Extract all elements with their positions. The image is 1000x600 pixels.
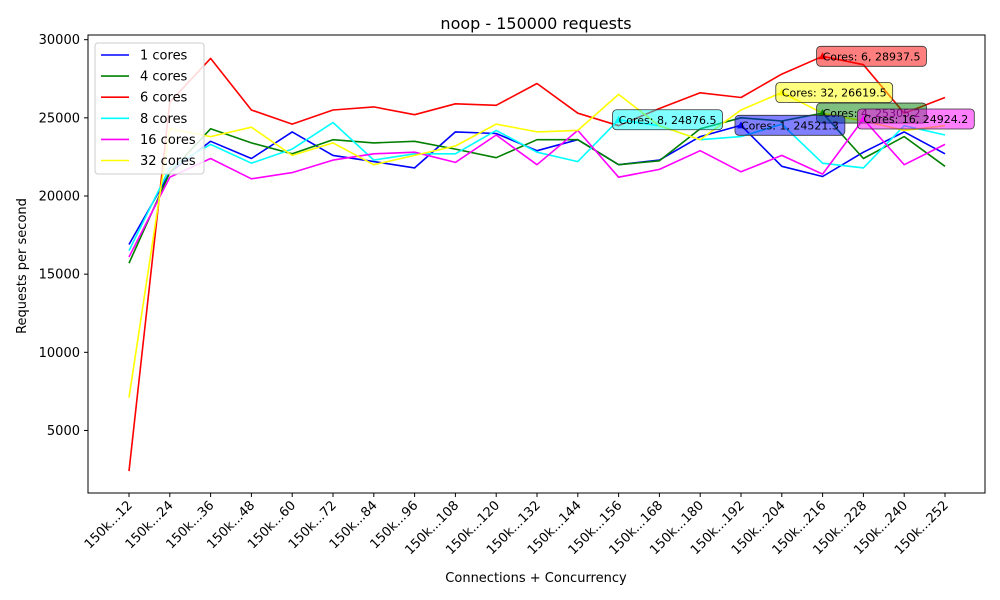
annotation-box	[612, 109, 723, 131]
annotation-box	[734, 114, 846, 136]
annotation: Cores: 6, 28937.5	[816, 45, 927, 67]
y-axis-ticks: 5000 10000 15000 20000 25000 30000	[39, 33, 88, 439]
series-line-32-cores	[128, 91, 946, 398]
annotation-box	[775, 82, 894, 103]
annotation-label: Cores: 32, 26619.5	[782, 87, 887, 100]
annotation-label: Cores: 1, 24521.3	[741, 119, 839, 132]
annotation: Cores: 1, 24521.3	[734, 114, 846, 136]
y-axis-label: Requests per second	[15, 198, 30, 334]
y-tick-label: 25000	[39, 111, 80, 126]
annotation-box	[857, 108, 975, 130]
series-line-1-cores	[128, 124, 946, 245]
legend: 1 cores 4 cores 6 cores 8 cores 16 cores 32 c…	[94, 42, 205, 175]
legend-entry-label: 1 cores	[140, 49, 188, 64]
legend-entry-label: 16 cores	[140, 133, 196, 148]
x-axis-ticks: 150k...12150k...24150k...36150k...48150k…	[82, 493, 952, 558]
series-line-6-cores	[128, 55, 946, 472]
series-line-8-cores	[128, 119, 946, 252]
annotation-label: Cores: 8, 24876.5	[619, 114, 717, 127]
y-tick-label: 10000	[39, 346, 80, 361]
series-lines	[128, 55, 946, 472]
annotation: Cores: 32, 26619.5	[775, 82, 894, 103]
annotation-box	[816, 45, 927, 67]
y-tick-label: 20000	[39, 190, 80, 205]
legend-entry-label: 6 cores	[140, 91, 188, 106]
annotation: Cores: 8, 24876.5	[612, 109, 723, 131]
y-tick-label: 5000	[47, 424, 80, 439]
legend-entry-label: 4 cores	[140, 70, 188, 85]
y-tick-label: 15000	[39, 268, 80, 283]
annotations: Cores: 6, 28937.5 Cores: 32, 26619.5 Cores…	[612, 45, 975, 136]
annotation: Cores: 16, 24924.2	[857, 108, 975, 130]
y-tick-label: 30000	[39, 33, 80, 48]
series-line-16-cores	[128, 118, 946, 258]
x-axis-label: Connections + Concurrency	[445, 571, 627, 586]
legend-entry-label: 8 cores	[140, 112, 188, 127]
annotation-label: Cores: 16, 24924.2	[863, 113, 968, 126]
chart-title: noop - 150000 requests	[440, 14, 631, 33]
annotation-label: Cores: 6, 28937.5	[823, 50, 921, 63]
legend-entry-label: 32 cores	[140, 154, 196, 169]
